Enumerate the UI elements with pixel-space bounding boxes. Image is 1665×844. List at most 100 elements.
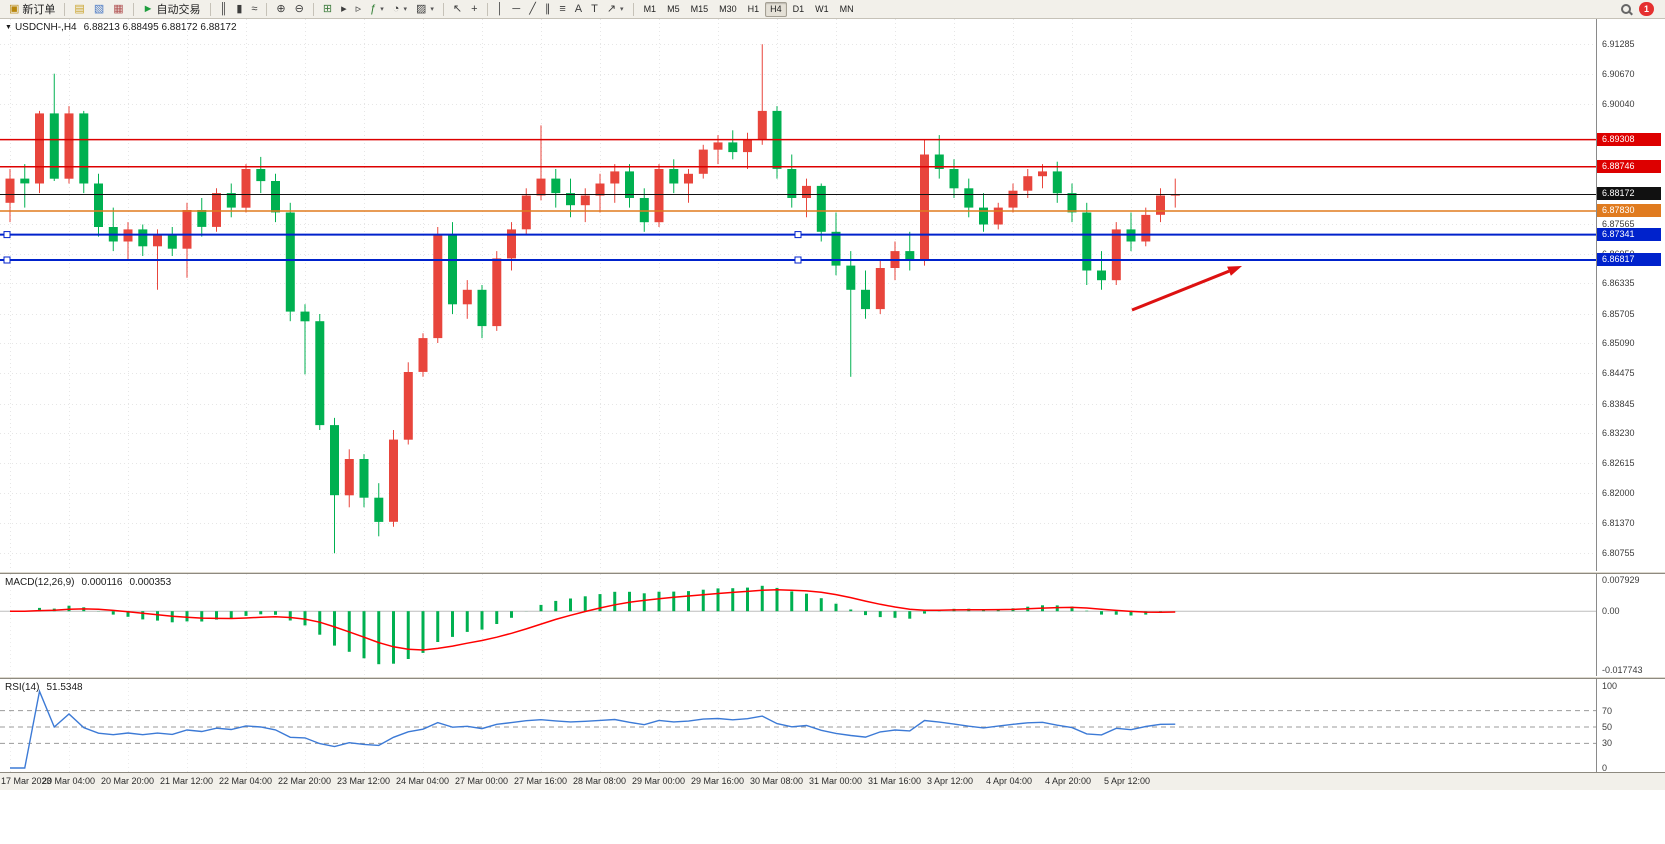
trendline-button[interactable]: ╱ [525,1,540,18]
fibonacci-button[interactable]: ≡ [555,1,569,18]
timeframe-m15-button[interactable]: M15 [690,4,709,14]
toolbar-separator [442,2,444,16]
rsi-caption: RSI(14) 51.5348 [5,682,83,693]
equidistant-channel-icon: ∥ [544,2,551,15]
terminal-button[interactable]: ▦ [109,1,127,18]
periods-button[interactable]: ◔ ▾ [389,1,411,18]
timeframe-d1-button[interactable]: D1 [792,4,805,14]
market-watch-button[interactable]: ▤ [70,1,88,18]
auto-trading-button[interactable]: ► 自动交易 [139,1,205,18]
time-axis-label: 29 Mar 16:00 [691,776,745,786]
macd-panel[interactable]: MACD(12,26,9) 0.000116 0.000353 0.007929 0.… [0,574,1665,676]
macd-canvas[interactable] [0,574,1596,676]
candlestick-chart-button[interactable]: ▮ [232,1,246,18]
main-chart-panel[interactable]: ▼ USDCNH-,H4 6.88213 6.88495 6.88172 6.881… [0,19,1665,571]
price-axis-label: 6.85705 [1602,308,1635,319]
line-handle[interactable] [3,256,11,264]
equidistant-channel-button[interactable]: ∥ [541,1,555,18]
auto-trading-button-label: 自动交易 [156,4,201,16]
arrow-annotation[interactable] [1131,269,1230,312]
time-axis-label: 31 Mar 00:00 [809,776,863,786]
main-chart-canvas[interactable] [0,19,1596,571]
toolbar-separator [632,2,634,16]
text-button[interactable]: A [571,1,586,18]
rsi-axis[interactable]: 100 70 50 30 0 [1596,679,1665,773]
candlestick-chart-icon: ▮ [236,2,243,15]
panel-splitter[interactable] [0,571,1665,574]
crosshair-button[interactable]: + [467,1,481,18]
navigator-button[interactable]: ▧ [90,1,108,18]
indicators-button[interactable]: ƒ ▾ [366,1,388,18]
time-axis[interactable]: 17 Mar 2023 20 Mar 04:00 20 Mar 20:00 21 Ma… [0,772,1665,790]
toolbar-separator [486,2,488,16]
label-icon: T [591,2,598,15]
price-axis-label: 6.82615 [1602,458,1635,469]
vertical-line-button[interactable]: │ [493,1,508,18]
horizontal-line-icon: ─ [512,2,521,15]
price-badge: 6.88746 [1597,159,1661,173]
toolbar-separator [312,2,314,16]
zoom-out-button[interactable]: ⊖ [291,1,308,18]
chart-shift-button[interactable]: ▹ [352,1,366,18]
templates-icon: ▨ [415,2,427,15]
tile-windows-icon: ⊞ [322,2,333,15]
bar-chart-button[interactable]: ║ [216,1,232,18]
time-axis-label: 20 Mar 20:00 [101,776,155,786]
periods-icon: ◔ [392,2,400,15]
macd-axis-label: 0.00 [1602,606,1620,617]
search-icon[interactable] [1621,4,1631,14]
time-axis-label: 29 Mar 00:00 [632,776,686,786]
rsi-axis-label: 30 [1602,738,1613,749]
line-handle[interactable] [3,231,11,239]
chart-title: ▼ USDCNH-,H4 6.88213 6.88495 6.88172 6.881… [5,22,237,33]
chart-menu-icon[interactable]: ▼ [5,24,12,31]
label-button[interactable]: T [587,1,602,18]
timeframe-h4-button[interactable]: H4 [765,1,787,17]
timeframe-m1-button[interactable]: M1 [643,4,657,14]
price-axis-label: 6.82000 [1602,487,1635,498]
price-axis-label: 6.87565 [1602,218,1635,229]
timeframe-mn-button[interactable]: MN [839,4,854,14]
rsi-panel[interactable]: RSI(14) 51.5348 100 70 50 30 0 [0,679,1665,773]
line-handle[interactable] [794,231,802,239]
timeframe-w1-button[interactable]: W1 [815,4,829,14]
timeframe-h1-button[interactable]: H1 [747,4,760,14]
macd-axis[interactable]: 0.007929 0.00 -0.017743 [1596,574,1665,676]
chart-ohlc-values: 6.88213 6.88495 6.88172 6.88172 [83,22,237,33]
line-handle[interactable] [794,256,802,264]
price-axis[interactable]: 6.912856.906706.900406.875656.869506.863… [1596,19,1665,571]
terminal-icon: ▦ [113,2,124,15]
new-order-button[interactable]: ▣ 新订单 [5,1,59,18]
dropdown-caret-icon: ▾ [380,6,384,13]
rsi-value: 51.5348 [46,682,83,693]
templates-button[interactable]: ▨ ▾ [412,1,438,18]
new-order-icon: ▣ [9,2,20,15]
rsi-line [10,688,1176,769]
vertical-line-icon: │ [496,2,504,15]
toolbar: ▣ 新订单 ▤ ▧ ▦ ► 自动交易 ║ ▮ ≈ ⊕ ⊖ ⊞ ▸ ▹ ƒ ▾ ◔ ▾ ▨ ▾ ↖ + │ ─ ╱ ∥ ≡ A T ↗ ▾ M1 M… [0,0,1665,19]
line-chart-button[interactable]: ≈ [247,1,261,18]
time-axis-label: 23 Mar 12:00 [337,776,391,786]
macd-axis-label: -0.017743 [1602,665,1643,675]
time-axis-label: 4 Apr 20:00 [1045,776,1092,786]
auto-scroll-button[interactable]: ▸ [337,1,351,18]
fibonacci-icon: ≡ [559,2,566,15]
price-axis-label: 6.85090 [1602,338,1635,349]
tile-windows-button[interactable]: ⊞ [319,1,336,18]
panel-splitter[interactable] [0,676,1665,679]
cursor-button[interactable]: ↖ [449,1,466,18]
notification-badge[interactable]: 1 [1639,2,1654,16]
rsi-canvas[interactable] [0,679,1596,772]
macd-signal-line [9,589,1176,651]
zoom-in-button[interactable]: ⊕ [272,1,289,18]
price-axis-label: 6.80755 [1602,548,1635,558]
auto-scroll-icon: ▸ [341,2,347,15]
macd-value-main: 0.000116 [81,577,123,588]
timeframe-m30-button[interactable]: M30 [719,4,737,14]
trendline-icon: ╱ [529,2,536,15]
price-badge: 6.87830 [1597,204,1661,217]
timeframe-m5-button[interactable]: M5 [667,4,680,14]
horizontal-line-button[interactable]: ─ [508,1,524,18]
arrows-button[interactable]: ↗ ▾ [603,1,628,18]
